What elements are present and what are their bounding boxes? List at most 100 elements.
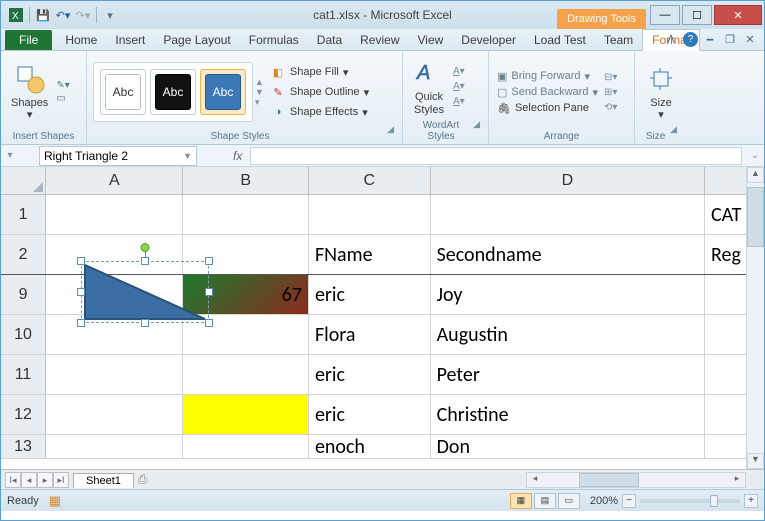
tab-review[interactable]: Review (351, 30, 408, 50)
resize-handle[interactable] (205, 319, 213, 327)
selection-pane-button[interactable]: 🖇Selection Pane (495, 101, 600, 116)
tab-developer[interactable]: Developer (452, 30, 525, 50)
cell[interactable] (46, 195, 183, 234)
cell[interactable]: eric (309, 355, 431, 394)
align-icon[interactable]: ⊟▾ (604, 72, 617, 83)
cell[interactable]: eric (309, 395, 431, 434)
tab-insert[interactable]: Insert (106, 30, 154, 50)
gallery-down-icon[interactable]: ▼ (255, 87, 264, 97)
column-header[interactable]: A (46, 167, 183, 194)
qat-customize-icon[interactable]: ▾ (101, 6, 119, 24)
tab-formulas[interactable]: Formulas (240, 30, 308, 50)
redo-icon[interactable]: ↷▾ (74, 6, 92, 24)
scroll-left-icon[interactable]: ◂ (527, 473, 543, 487)
row-header[interactable]: 13 (1, 435, 46, 458)
formula-expand-icon[interactable]: ⌄ (746, 150, 764, 161)
column-header[interactable]: C (309, 167, 431, 194)
dialog-launcher-icon[interactable]: ◢ (473, 119, 482, 130)
cell[interactable] (46, 355, 183, 394)
shape-style-swatch[interactable]: Abc (100, 69, 146, 115)
sheet-nav-prev-icon[interactable]: ◂ (21, 472, 37, 488)
close-button[interactable]: ✕ (714, 5, 762, 25)
minimize-ribbon-icon[interactable]: ᐱ (663, 31, 679, 47)
cell[interactable]: Secondname (431, 235, 705, 274)
rotate-icon[interactable]: ⟲▾ (604, 102, 617, 113)
cell[interactable]: Flora (309, 315, 431, 354)
gallery-up-icon[interactable]: ▲ (255, 77, 264, 87)
shape-style-gallery[interactable]: AbcAbcAbc (93, 62, 253, 122)
cell[interactable]: eric (309, 275, 431, 314)
text-box-icon[interactable]: ▭ (56, 93, 69, 104)
cell[interactable] (183, 395, 309, 434)
mdi-restore-icon[interactable]: ❐ (722, 31, 738, 47)
size-button[interactable]: Size▾ (641, 61, 681, 123)
gallery-more-icon[interactable]: ▾ (255, 97, 264, 108)
help-icon[interactable]: ? (683, 32, 698, 47)
macro-record-icon[interactable]: ▦ (49, 493, 61, 509)
cell[interactable]: enoch (309, 435, 431, 458)
zoom-thumb[interactable] (710, 495, 718, 507)
scroll-right-icon[interactable]: ▸ (729, 473, 745, 487)
view-normal-button[interactable]: ▦ (510, 493, 532, 509)
text-effects-icon[interactable]: A▾ (453, 96, 465, 107)
fx-icon[interactable]: fx (233, 149, 242, 163)
sheet-nav-first-icon[interactable]: I◂ (5, 472, 21, 488)
view-page-break-button[interactable]: ▭ (558, 493, 580, 509)
dialog-launcher-icon[interactable]: ◢ (387, 124, 396, 135)
zoom-level[interactable]: 200% (590, 495, 618, 507)
window-restore-icon[interactable]: 🗕 (702, 31, 718, 47)
zoom-in-button[interactable]: + (744, 494, 758, 508)
row-header[interactable]: 10 (1, 315, 46, 354)
send-backward-button[interactable]: ▢Send Backward ▾ (495, 85, 600, 100)
tab-team[interactable]: Team (595, 30, 642, 50)
cell[interactable]: Peter (431, 355, 705, 394)
cell[interactable] (46, 395, 183, 434)
view-page-layout-button[interactable]: ▤ (534, 493, 556, 509)
horizontal-scrollbar[interactable]: ◂ ▸ (526, 472, 746, 488)
edit-shape-icon[interactable]: ✎▾ (56, 80, 69, 91)
scroll-thumb[interactable] (579, 473, 639, 487)
shape-outline-button[interactable]: ✎Shape Outline ▾ (268, 83, 371, 101)
zoom-out-button[interactable]: − (622, 494, 636, 508)
cell[interactable]: Don (431, 435, 705, 458)
sheet-nav-next-icon[interactable]: ▸ (37, 472, 53, 488)
shape-fill-button[interactable]: ◧Shape Fill ▾ (268, 63, 371, 81)
cell[interactable] (431, 195, 705, 234)
resize-handle[interactable] (77, 257, 85, 265)
save-icon[interactable]: 💾 (34, 6, 52, 24)
rotate-handle[interactable] (141, 243, 150, 252)
tab-data[interactable]: Data (308, 30, 351, 50)
row-header[interactable]: 12 (1, 395, 46, 434)
tab-load-test[interactable]: Load Test (525, 30, 595, 50)
row-header[interactable]: 9 (1, 275, 46, 314)
cell[interactable] (183, 355, 309, 394)
name-box[interactable]: Right Triangle 2▼ (39, 146, 197, 166)
maximize-button[interactable]: ☐ (682, 5, 712, 25)
tab-page-layout[interactable]: Page Layout (154, 30, 239, 50)
cell[interactable]: Augustin (431, 315, 705, 354)
shape-style-swatch[interactable]: Abc (200, 69, 246, 115)
scroll-up-icon[interactable]: ▲ (747, 167, 764, 183)
resize-handle[interactable] (141, 319, 149, 327)
select-all-corner[interactable] (1, 167, 46, 194)
column-header[interactable]: B (183, 167, 309, 194)
cell[interactable]: FName (309, 235, 431, 274)
tab-home[interactable]: Home (56, 30, 106, 50)
mdi-close-icon[interactable]: ✕ (742, 31, 758, 47)
row-header[interactable]: 11 (1, 355, 46, 394)
text-fill-icon[interactable]: A▾ (453, 66, 465, 77)
sheet-nav-last-icon[interactable]: ▸I (53, 472, 69, 488)
resize-handle[interactable] (77, 319, 85, 327)
tab-view[interactable]: View (409, 30, 453, 50)
formula-input[interactable] (250, 147, 742, 165)
shapes-button[interactable]: Shapes▾ (7, 61, 52, 123)
cell[interactable]: Joy (431, 275, 705, 314)
cell[interactable]: Christine (431, 395, 705, 434)
undo-icon[interactable]: ↶▾ (54, 6, 72, 24)
shape-right-triangle[interactable] (81, 261, 209, 323)
cell[interactable] (183, 195, 309, 234)
quick-styles-button[interactable]: A Quick Styles (409, 55, 449, 117)
minimize-button[interactable]: — (650, 5, 680, 25)
new-sheet-icon[interactable]: ⎙ (138, 472, 148, 487)
column-header[interactable]: D (431, 167, 706, 194)
